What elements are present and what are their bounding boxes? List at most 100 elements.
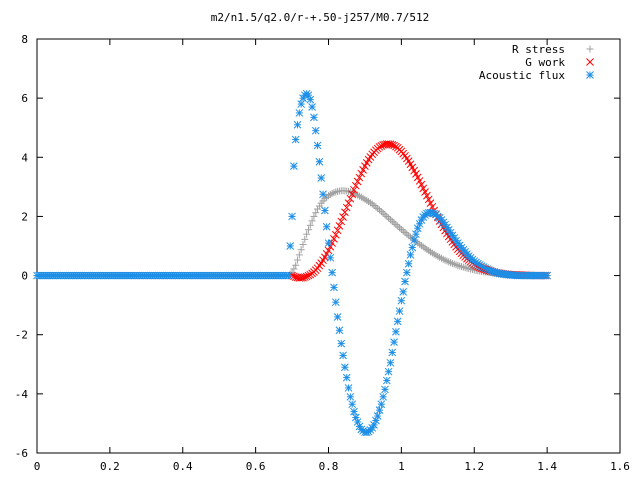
- data-point: [390, 219, 398, 227]
- data-point: [359, 166, 367, 174]
- data-point: [392, 327, 400, 336]
- data-point: [419, 184, 428, 193]
- data-point: [543, 271, 551, 280]
- data-point: [359, 194, 367, 202]
- data-point: [355, 192, 363, 200]
- data-point: [304, 271, 313, 280]
- data-point: [322, 222, 331, 231]
- data-point: [421, 244, 429, 252]
- data-point: [404, 259, 413, 268]
- data-point: [341, 363, 349, 372]
- data-point: [291, 135, 300, 144]
- data-point: [406, 251, 415, 259]
- y-axis: -6 -4 -2 0 2 4 6 8: [15, 33, 620, 460]
- data-point: [443, 257, 451, 265]
- legend-marker: [586, 71, 594, 79]
- data-point: [428, 202, 437, 211]
- series-acoustic-flux: [33, 89, 551, 437]
- data-point: [384, 367, 393, 376]
- data-point: [355, 173, 364, 182]
- data-point: [450, 260, 458, 268]
- data-point: [461, 264, 469, 272]
- data-point: [405, 232, 413, 240]
- x-tick-label: 0.8: [319, 460, 339, 473]
- y-tick-label: 6: [21, 92, 28, 105]
- data-point: [436, 253, 444, 261]
- data-point: [299, 241, 307, 249]
- data-point: [317, 174, 326, 182]
- data-point: [415, 219, 424, 228]
- data-point: [417, 242, 425, 250]
- data-point: [341, 208, 349, 217]
- data-point: [363, 196, 371, 204]
- data-point: [381, 211, 389, 219]
- x-tick-label: 0.4: [173, 460, 193, 473]
- data-point: [333, 226, 342, 235]
- data-point: [308, 103, 316, 111]
- data-point: [324, 246, 333, 255]
- legend-label: Acoustic flux: [479, 69, 565, 82]
- data-point: [315, 202, 323, 210]
- data-point: [319, 190, 327, 199]
- data-point: [321, 206, 329, 215]
- chart-title: m2/n1.5/q2.0/r-+.50-j257/M0.7/512: [211, 11, 430, 24]
- data-point: [304, 226, 312, 234]
- data-point: [333, 313, 342, 321]
- data-point: [302, 272, 311, 281]
- data-point: [373, 412, 382, 420]
- data-point: [303, 230, 311, 238]
- data-point: [419, 243, 427, 251]
- x-tick-label: 1.2: [464, 460, 484, 473]
- legend-label: G work: [525, 56, 565, 69]
- data-point: [335, 326, 344, 335]
- data-point: [456, 262, 464, 270]
- data-point: [313, 141, 322, 150]
- data-point: [370, 201, 378, 209]
- data-point: [339, 213, 347, 221]
- data-point: [377, 208, 385, 216]
- x-tick-label: 1: [398, 460, 405, 473]
- data-point: [394, 222, 402, 230]
- data-point: [290, 265, 298, 273]
- data-point: [337, 339, 346, 348]
- data-point: [388, 348, 397, 357]
- data-point: [424, 195, 433, 204]
- y-tick-label: -4: [15, 388, 29, 401]
- y-tick-label: 0: [21, 270, 28, 283]
- data-point: [445, 258, 453, 266]
- data-point: [344, 384, 353, 392]
- x-axis: 0 0.2 0.4 0.6 0.8 1 1.2 1.4 1.6: [34, 39, 630, 473]
- data-point: [423, 245, 431, 253]
- data-point: [457, 263, 465, 271]
- x-tick-label: 1.4: [537, 460, 557, 473]
- data-point: [295, 109, 304, 117]
- data-point: [342, 203, 351, 212]
- data-point: [441, 256, 449, 264]
- data-point: [295, 251, 303, 259]
- data-point: [286, 242, 295, 250]
- data-point: [346, 392, 355, 401]
- data-point: [308, 217, 316, 225]
- data-point: [337, 217, 346, 226]
- data-point: [301, 235, 309, 243]
- data-point: [397, 225, 405, 233]
- y-tick-label: 8: [21, 33, 28, 46]
- data-point: [361, 195, 369, 203]
- data-point: [415, 177, 424, 185]
- data-point: [290, 162, 298, 171]
- x-tick-label: 1.6: [610, 460, 630, 473]
- data-point: [374, 204, 382, 212]
- data-point: [351, 413, 360, 422]
- data-point: [459, 263, 467, 271]
- data-point: [335, 222, 344, 230]
- data-point: [365, 198, 373, 206]
- data-point: [297, 100, 306, 108]
- data-point: [292, 261, 300, 269]
- data-point: [306, 95, 315, 104]
- data-point: [326, 191, 334, 199]
- data-point: [437, 254, 445, 262]
- data-point: [350, 185, 358, 194]
- data-point: [396, 224, 404, 232]
- data-point: [427, 248, 435, 256]
